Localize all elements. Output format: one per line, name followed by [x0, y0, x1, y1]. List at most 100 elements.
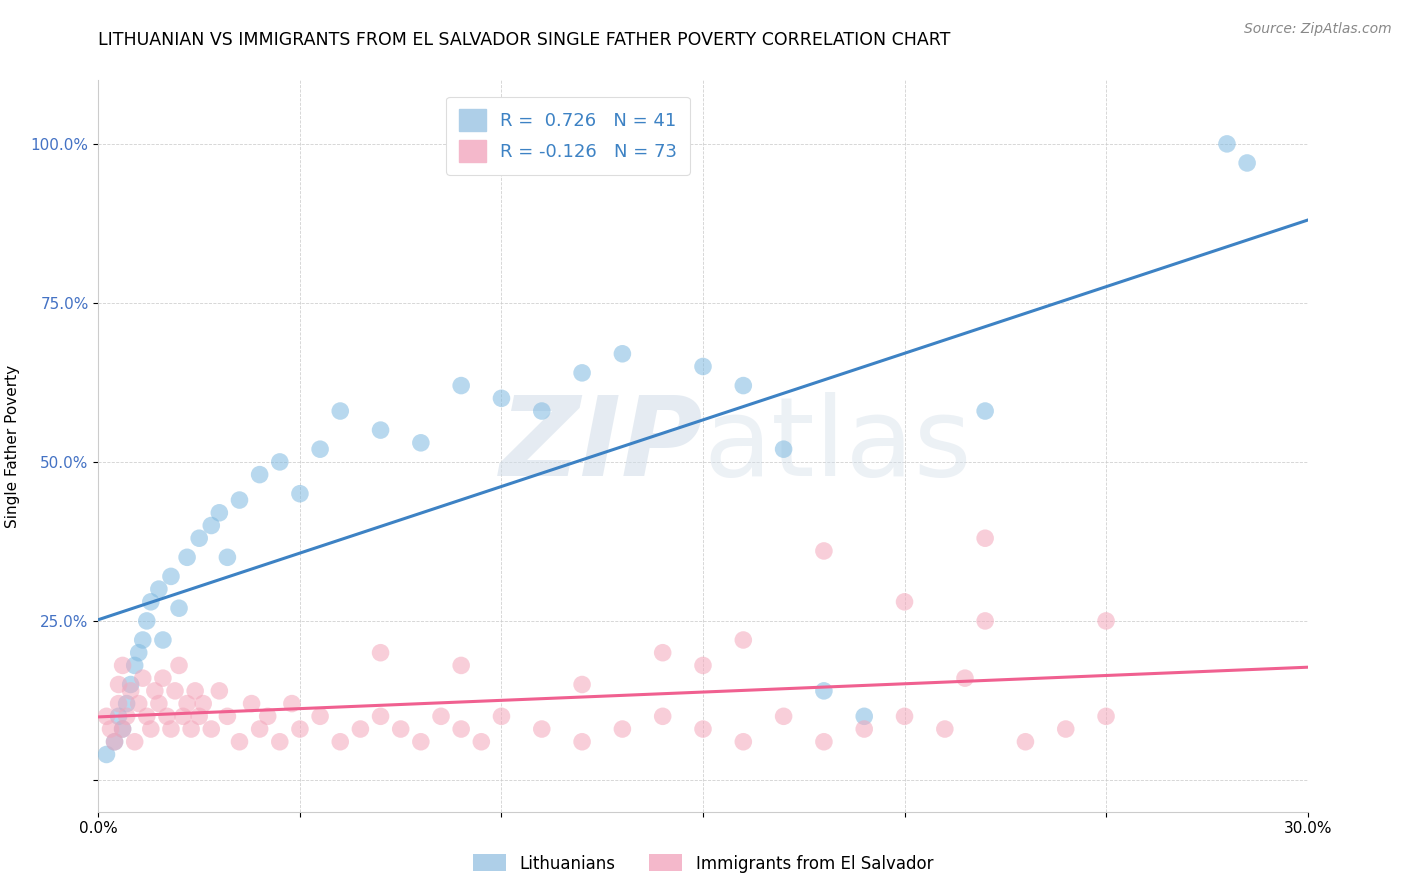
Point: [612, 347, 634, 361]
Point: [188, 531, 211, 545]
Point: [450, 378, 472, 392]
Text: LITHUANIAN VS IMMIGRANTS FROM EL SALVADOR SINGLE FATHER POVERTY CORRELATION CHAR: LITHUANIAN VS IMMIGRANTS FROM EL SALVADO…: [98, 31, 950, 49]
Point: [1095, 614, 1118, 628]
Point: [107, 709, 129, 723]
Point: [470, 735, 492, 749]
Point: [124, 658, 146, 673]
Point: [115, 709, 138, 723]
Point: [370, 423, 392, 437]
Point: [370, 709, 392, 723]
Point: [208, 684, 231, 698]
Point: [111, 722, 134, 736]
Point: [172, 709, 194, 723]
Point: [135, 614, 157, 628]
Point: [96, 747, 118, 762]
Point: [571, 366, 593, 380]
Text: ZIP: ZIP: [499, 392, 703, 500]
Point: [934, 722, 956, 736]
Point: [853, 722, 876, 736]
Point: [111, 658, 134, 673]
Point: [100, 722, 122, 736]
Point: [813, 684, 835, 698]
Point: [256, 709, 278, 723]
Legend: Lithuanians, Immigrants from El Salvador: Lithuanians, Immigrants from El Salvador: [467, 847, 939, 880]
Point: [1236, 156, 1258, 170]
Point: [309, 442, 332, 457]
Point: [370, 646, 392, 660]
Point: [269, 455, 291, 469]
Point: [111, 722, 134, 736]
Point: [1095, 709, 1118, 723]
Point: [571, 677, 593, 691]
Point: [120, 677, 142, 691]
Point: [107, 697, 129, 711]
Text: atlas: atlas: [703, 392, 972, 500]
Point: [188, 709, 211, 723]
Point: [128, 646, 150, 660]
Point: [152, 671, 174, 685]
Point: [152, 632, 174, 647]
Point: [772, 709, 794, 723]
Point: [176, 550, 198, 565]
Legend: R =  0.726   N = 41, R = -0.126   N = 73: R = 0.726 N = 41, R = -0.126 N = 73: [446, 96, 690, 175]
Point: [733, 378, 755, 392]
Point: [103, 735, 125, 749]
Point: [217, 709, 239, 723]
Point: [135, 709, 157, 723]
Point: [217, 550, 239, 565]
Point: [692, 359, 714, 374]
Point: [409, 735, 432, 749]
Point: [193, 697, 215, 711]
Point: [571, 735, 593, 749]
Point: [1054, 722, 1077, 736]
Point: [156, 709, 179, 723]
Point: [163, 684, 186, 698]
Point: [148, 697, 170, 711]
Point: [329, 404, 352, 418]
Point: [893, 595, 915, 609]
Point: [176, 697, 198, 711]
Point: [974, 531, 997, 545]
Point: [132, 671, 155, 685]
Point: [160, 722, 183, 736]
Point: [1014, 735, 1036, 749]
Point: [612, 722, 634, 736]
Point: [132, 632, 155, 647]
Point: [530, 722, 553, 736]
Point: [430, 709, 453, 723]
Point: [288, 722, 311, 736]
Point: [120, 684, 142, 698]
Point: [389, 722, 412, 736]
Point: [813, 544, 835, 558]
Point: [249, 467, 271, 482]
Point: [1216, 136, 1239, 151]
Point: [692, 658, 714, 673]
Point: [208, 506, 231, 520]
Point: [692, 722, 714, 736]
Point: [160, 569, 183, 583]
Point: [96, 709, 118, 723]
Point: [651, 709, 673, 723]
Point: [228, 735, 250, 749]
Point: [167, 601, 190, 615]
Point: [450, 658, 472, 673]
Point: [107, 677, 129, 691]
Point: [772, 442, 794, 457]
Point: [813, 735, 835, 749]
Point: [139, 595, 162, 609]
Point: [148, 582, 170, 596]
Point: [409, 435, 432, 450]
Point: [651, 646, 673, 660]
Point: [309, 709, 332, 723]
Point: [139, 722, 162, 736]
Point: [115, 697, 138, 711]
Text: Source: ZipAtlas.com: Source: ZipAtlas.com: [1244, 22, 1392, 37]
Point: [974, 404, 997, 418]
Point: [143, 684, 166, 698]
Point: [491, 709, 513, 723]
Point: [288, 486, 311, 500]
Point: [184, 684, 207, 698]
Point: [200, 518, 222, 533]
Point: [180, 722, 202, 736]
Point: [249, 722, 271, 736]
